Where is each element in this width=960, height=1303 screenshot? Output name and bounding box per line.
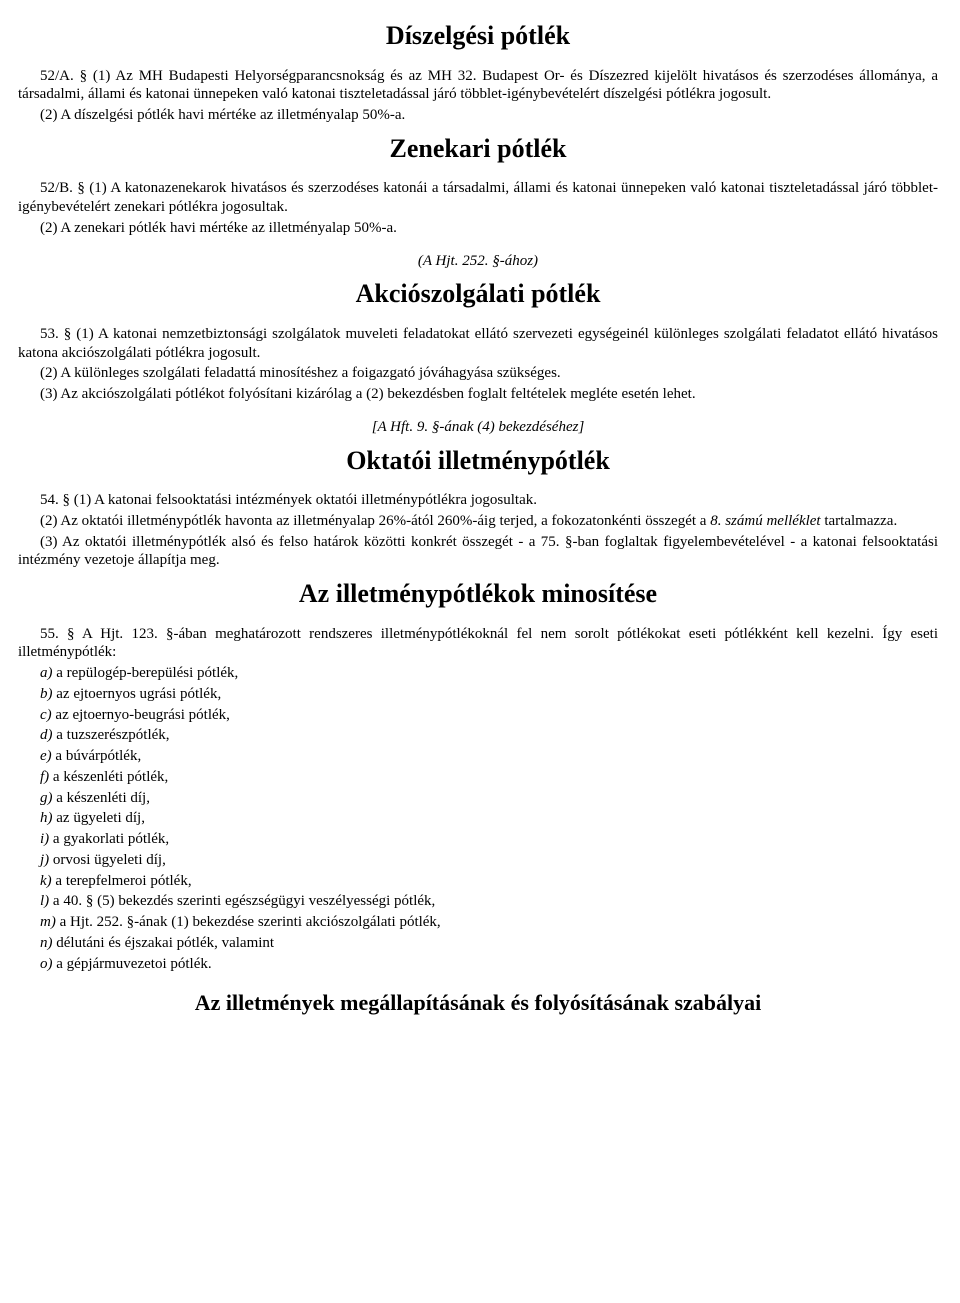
list-text: a 40. § (5) bekezdés szerinti egészségüg… <box>49 893 435 909</box>
list-label: f) <box>40 769 49 785</box>
paragraph: (2) Az oktatói illetménypótlék havonta a… <box>18 512 938 531</box>
paragraph: 53. § (1) A katonai nemzetbiztonsági szo… <box>18 325 938 363</box>
list-text: a készenléti pótlék, <box>49 769 168 785</box>
list-label: a) <box>40 665 53 681</box>
text-italic: 8. számú melléklet <box>710 513 820 529</box>
list-label: e) <box>40 748 52 764</box>
list-item: o) a gépjármuvezetoi pótlék. <box>18 955 938 974</box>
list-item: h) az ügyeleti díj, <box>18 809 938 828</box>
list-item: g) a készenléti díj, <box>18 789 938 808</box>
list-text: a terepfelmeroi pótlék, <box>52 873 192 889</box>
section-title-diszelgesi: Díszelgési pótlék <box>18 20 938 53</box>
list-label: m) <box>40 914 56 930</box>
section-title-minositese: Az illetménypótlékok minosítése <box>18 578 938 611</box>
list-text: a készenléti díj, <box>53 790 150 806</box>
list-item: b) az ejtoernyos ugrási pótlék, <box>18 685 938 704</box>
list-label: i) <box>40 831 49 847</box>
list-label: n) <box>40 935 53 951</box>
paragraph: (2) A különleges szolgálati feladattá mi… <box>18 364 938 383</box>
list-item: e) a búvárpótlék, <box>18 747 938 766</box>
legal-reference: (A Hjt. 252. §-ához) <box>18 252 938 271</box>
list-label: c) <box>40 707 52 723</box>
list-item: d) a tuzszerészpótlék, <box>18 726 938 745</box>
list-item: i) a gyakorlati pótlék, <box>18 830 938 849</box>
paragraph: (3) Az akciószolgálati pótlékot folyósít… <box>18 385 938 404</box>
list-item: k) a terepfelmeroi pótlék, <box>18 872 938 891</box>
list-label: b) <box>40 686 53 702</box>
section-title-akcioszolgalati: Akciószolgálati pótlék <box>18 278 938 311</box>
list-text: az ejtoernyo-beugrási pótlék, <box>52 707 230 723</box>
list-text: az ejtoernyos ugrási pótlék, <box>53 686 222 702</box>
paragraph: 52/A. § (1) Az MH Budapesti Helyorségpar… <box>18 67 938 105</box>
section-title-folyositas: Az illetmények megállapításának és folyó… <box>18 989 938 1017</box>
list-text: az ügyeleti díj, <box>53 810 145 826</box>
list-text: a repülogép-berepülési pótlék, <box>53 665 239 681</box>
list-label: k) <box>40 873 52 889</box>
list-label: j) <box>40 852 49 868</box>
list-text: a tuzszerészpótlék, <box>53 727 170 743</box>
section-title-zenekari: Zenekari pótlék <box>18 133 938 166</box>
legal-reference: [A Hft. 9. §-ának (4) bekezdéséhez] <box>18 418 938 437</box>
list-item: c) az ejtoernyo-beugrási pótlék, <box>18 706 938 725</box>
list-label: d) <box>40 727 53 743</box>
list-label: o) <box>40 956 53 972</box>
list-text: a gépjármuvezetoi pótlék. <box>53 956 212 972</box>
text-span: (2) Az oktatói illetménypótlék havonta a… <box>40 513 710 529</box>
list-text: orvosi ügyeleti díj, <box>49 852 166 868</box>
paragraph: 55. § A Hjt. 123. §-ában meghatározott r… <box>18 625 938 663</box>
list-text: a Hjt. 252. §-ának (1) bekezdése szerint… <box>56 914 441 930</box>
paragraph: (2) A zenekari pótlék havi mértéke az il… <box>18 219 938 238</box>
list-item: m) a Hjt. 252. §-ának (1) bekezdése szer… <box>18 913 938 932</box>
list-item: n) délutáni és éjszakai pótlék, valamint <box>18 934 938 953</box>
list-text: délutáni és éjszakai pótlék, valamint <box>53 935 275 951</box>
list-item: f) a készenléti pótlék, <box>18 768 938 787</box>
section-title-oktatoi: Oktatói illetménypótlék <box>18 445 938 478</box>
list-text: a búvárpótlék, <box>52 748 142 764</box>
list-label: l) <box>40 893 49 909</box>
list-item: l) a 40. § (5) bekezdés szerinti egészsé… <box>18 892 938 911</box>
paragraph: 54. § (1) A katonai felsooktatási intézm… <box>18 491 938 510</box>
list-label: h) <box>40 810 53 826</box>
list-item: j) orvosi ügyeleti díj, <box>18 851 938 870</box>
list-text: a gyakorlati pótlék, <box>49 831 169 847</box>
text-span: tartalmazza. <box>821 513 898 529</box>
list-label: g) <box>40 790 53 806</box>
paragraph: (3) Az oktatói illetménypótlék alsó és f… <box>18 533 938 571</box>
paragraph: (2) A díszelgési pótlék havi mértéke az … <box>18 106 938 125</box>
list-item: a) a repülogép-berepülési pótlék, <box>18 664 938 683</box>
paragraph: 52/B. § (1) A katonazenekarok hivatásos … <box>18 179 938 217</box>
enumerated-list: a) a repülogép-berepülési pótlék, b) az … <box>18 664 938 973</box>
